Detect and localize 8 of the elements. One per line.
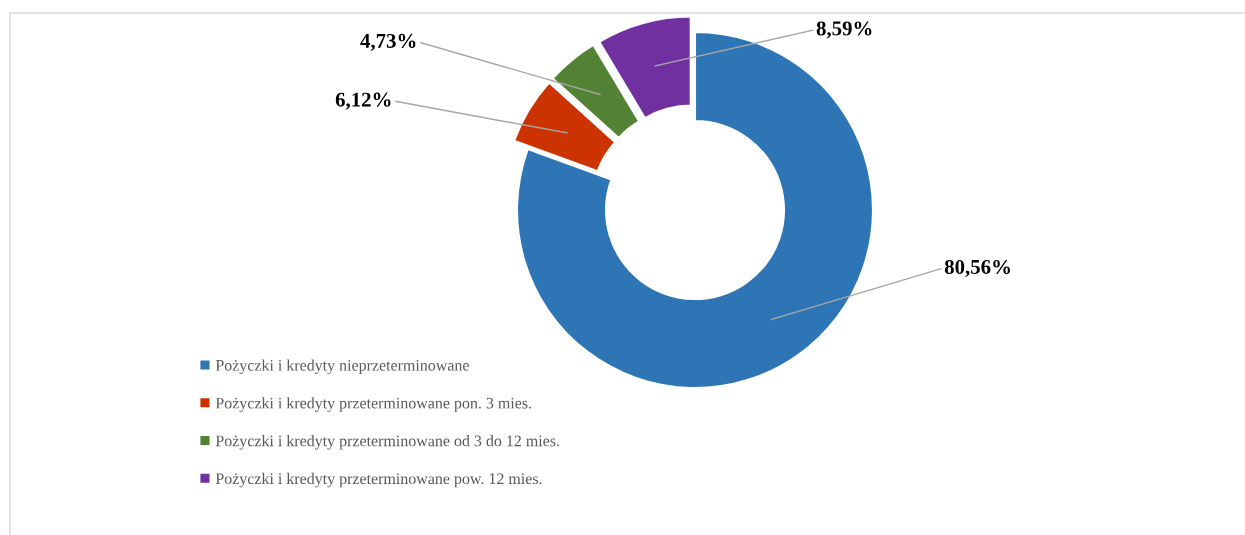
data-label: 6,12% — [335, 92, 391, 110]
data-label: 4,73% — [360, 33, 416, 51]
legend-label: Pożyczki i kredyty przeterminowane od 3 do 12 mies. — [215, 435, 559, 450]
data-label: 80,56% — [944, 259, 1010, 277]
legend-label: Pożyczki i kredyty przeterminowane pon. 3 mies. — [215, 397, 531, 412]
legend-label: Pożyczki i kredyty nieprzeterminowane — [215, 359, 469, 374]
legend-label: Pożyczki i kredyty przeterminowane pow. 12 mies. — [215, 472, 542, 488]
data-label: 8,59% — [816, 21, 872, 39]
